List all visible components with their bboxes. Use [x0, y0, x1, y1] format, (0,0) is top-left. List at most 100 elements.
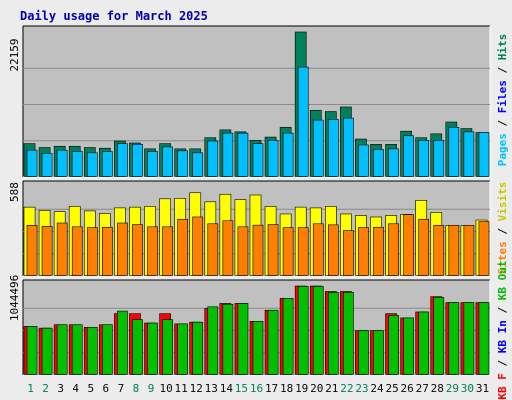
kbout-bar [448, 302, 460, 375]
sites-bar [297, 227, 309, 276]
legend-part: Files [496, 80, 509, 113]
day-label: 3 [57, 382, 64, 395]
files-bar [403, 135, 414, 177]
sites-bar [403, 214, 414, 276]
kbout-bar [358, 330, 369, 375]
day-label: 18 [280, 382, 293, 395]
sites-bar [343, 230, 354, 276]
day-label: 21 [325, 382, 338, 395]
kbout-bar [26, 326, 38, 375]
series-legend-label: Sites / Visits [496, 182, 509, 275]
legend-part: Pages [496, 133, 509, 166]
legend-part: KB Out [496, 260, 509, 300]
day-label: 16 [250, 382, 263, 395]
legend-part: KB In [496, 320, 509, 353]
kbout-bar [56, 324, 68, 375]
kbout-bar [478, 302, 490, 375]
sites-bar [86, 227, 98, 276]
files-bar [162, 146, 173, 177]
kbout-bar [418, 311, 430, 375]
day-label: 28 [431, 382, 444, 395]
files-bar [117, 143, 128, 177]
day-label: 24 [370, 382, 384, 395]
sites-bar [41, 226, 53, 276]
kbout-bar [102, 324, 113, 375]
sites-bar [433, 224, 445, 276]
files-bar [388, 148, 399, 177]
legend-part: KB F [496, 373, 509, 400]
day-label: 15 [235, 382, 248, 395]
day-label: 10 [159, 382, 172, 395]
day-label: 20 [310, 382, 323, 395]
files-bar [267, 140, 279, 177]
sites-bar [147, 226, 158, 276]
sites-bar [237, 226, 249, 276]
day-label: 26 [401, 382, 414, 395]
sites-bar [162, 226, 173, 276]
day-label: 17 [265, 382, 278, 395]
sites-bar [358, 227, 369, 276]
day-label: 13 [205, 382, 218, 395]
kbout-bar [71, 324, 83, 375]
y-max-label: 22159 [8, 38, 21, 71]
sites-bar [478, 221, 490, 276]
sites-bar [222, 220, 234, 276]
sites-bar [177, 218, 189, 276]
series-legend-label: Pages / Files / Hits [496, 34, 509, 167]
day-label: 1 [27, 382, 34, 395]
files-bar [282, 132, 294, 177]
sites-bar [373, 226, 384, 276]
files-bar [56, 149, 68, 177]
panel-visits-sites: 588 Sites / Visits [8, 180, 509, 277]
files-bar [132, 143, 143, 177]
day-label: 25 [385, 382, 398, 395]
day-label: 2 [42, 382, 49, 395]
kbout-bar [162, 319, 173, 375]
files-bar [448, 126, 460, 177]
files-bar [478, 132, 490, 177]
day-axis-labels: 1 2 3 4 5 6 7 8 9 10 11 12 13 14 15 16 17 18 19 20 21 22 23 24 2… [27, 382, 489, 395]
files-bar [433, 140, 445, 177]
legend-part: Visits [496, 182, 509, 222]
sites-bar [117, 222, 128, 276]
legend-part: / [496, 60, 509, 80]
files-bar [373, 149, 384, 177]
day-label: 19 [295, 382, 308, 395]
kbout-bar [207, 306, 219, 375]
sites-bar [463, 224, 475, 276]
files-bar [41, 153, 53, 177]
files-bar [312, 119, 324, 177]
day-label: 7 [118, 382, 125, 395]
kbout-bar [297, 286, 309, 375]
kbout-bar [132, 319, 143, 375]
kbout-bar [343, 292, 354, 375]
files-bar [26, 149, 38, 177]
kbout-bar [388, 315, 399, 375]
day-label: 23 [355, 382, 368, 395]
kbout-bar [86, 326, 98, 375]
sites-bar [312, 223, 324, 276]
kbout-bar [282, 298, 294, 375]
files-bar [237, 132, 249, 177]
files-bar [86, 152, 98, 177]
files-bar [418, 140, 430, 177]
day-label: 9 [148, 382, 155, 395]
day-label: 8 [133, 382, 140, 395]
kbout-bar [433, 297, 445, 375]
kbout-bar [117, 310, 128, 375]
files-bar [343, 117, 354, 177]
files-bar [102, 151, 113, 177]
sites-bar [26, 224, 38, 276]
kbout-bar [403, 317, 414, 375]
files-bar [71, 151, 83, 177]
legend-part: Hits [496, 34, 509, 61]
files-bar [177, 150, 189, 177]
day-label: 22 [340, 382, 353, 395]
sites-bar [56, 222, 68, 276]
day-label: 31 [476, 382, 489, 395]
sites-bar [418, 218, 430, 276]
panel-kbytes: 1044496 KB F / KB In / KB Out [8, 260, 509, 399]
kbout-bar [327, 292, 339, 375]
files-bar [147, 151, 158, 177]
